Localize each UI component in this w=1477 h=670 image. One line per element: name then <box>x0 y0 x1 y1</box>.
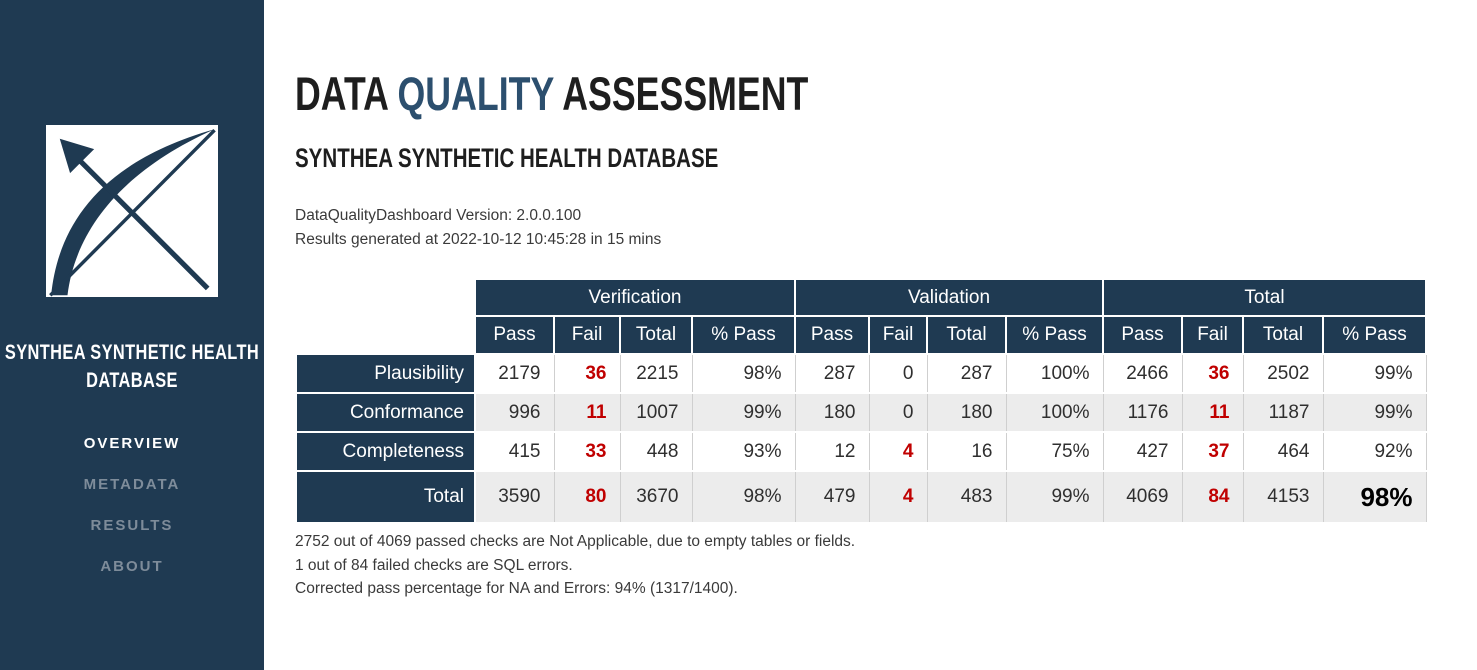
verification-pass-cell: 3590 <box>474 470 555 524</box>
validation-pct-cell: 100% <box>1005 353 1104 394</box>
validation-total-cell: 483 <box>926 470 1007 524</box>
total-fail-cell: 37 <box>1181 431 1244 472</box>
total-fail-cell: 84 <box>1181 470 1244 524</box>
bow-arrow-logo <box>44 125 220 297</box>
sub-header-total-fail: Fail <box>1181 315 1244 355</box>
row-label: Total <box>295 470 476 524</box>
validation-total-cell: 16 <box>926 431 1007 472</box>
sub-header-validation-total: Total <box>926 315 1007 355</box>
verification-pct-cell: 93% <box>691 431 796 472</box>
row-label: Plausibility <box>295 353 476 394</box>
summary-table: Verification Validation Total Pass Fail Total… <box>295 278 1427 524</box>
sub-header-verification-total: Total <box>619 315 693 355</box>
total-fail-cell: 11 <box>1181 392 1244 433</box>
verification-pass-cell: 415 <box>474 431 555 472</box>
verification-pct-cell: 98% <box>691 470 796 524</box>
verification-fail-cell: 11 <box>553 392 621 433</box>
sub-header-total-total: Total <box>1242 315 1324 355</box>
total-pass-cell: 427 <box>1102 431 1183 472</box>
database-subtitle: SYNTHEA SYNTHETIC HEALTH DATABASE <box>295 143 1477 174</box>
total-fail-cell: 36 <box>1181 353 1244 394</box>
row-label: Completeness <box>295 431 476 472</box>
validation-pass-cell: 287 <box>794 353 870 394</box>
validation-pct-cell: 99% <box>1005 470 1104 524</box>
database-subtitle-text: SYNTHEA SYNTHETIC HEALTH DATABASE <box>295 143 719 173</box>
validation-total-cell: 287 <box>926 353 1007 394</box>
validation-pct-cell: 100% <box>1005 392 1104 433</box>
sidebar-item-metadata[interactable]: METADATA <box>83 476 181 493</box>
meta-block: DataQualityDashboard Version: 2.0.0.100 … <box>295 204 1477 252</box>
note-line-2: 1 out of 84 failed checks are SQL errors… <box>295 556 573 574</box>
verification-pct-cell: 98% <box>691 353 796 394</box>
verification-total-cell: 3670 <box>619 470 693 524</box>
validation-pct-cell: 75% <box>1005 431 1104 472</box>
page-title-data: DATA <box>295 67 398 120</box>
total-pct-cell: 98% <box>1322 470 1427 524</box>
page-title-assessment: ASSESSMENT <box>553 67 809 120</box>
sidebar-database-title: SYNTHEA SYNTHETIC HEALTH DATABASE <box>0 339 264 395</box>
summary-table-head: Verification Validation Total Pass Fail Total… <box>296 278 1427 355</box>
sub-header-verification-fail: Fail <box>553 315 621 355</box>
verification-fail-cell: 33 <box>553 431 621 472</box>
total-total-cell: 464 <box>1242 431 1324 472</box>
table-row-conformance: Conformance 996 11 1007 99% 180 0 180 100% 1176 11… <box>295 392 1427 433</box>
group-header-validation: Validation <box>794 278 1104 317</box>
verification-pass-cell: 2179 <box>474 353 555 394</box>
sidebar-item-about[interactable]: ABOUT <box>100 558 164 575</box>
group-header-total: Total <box>1102 278 1427 317</box>
validation-fail-cell: 4 <box>868 470 928 524</box>
validation-pass-cell: 479 <box>794 470 870 524</box>
total-total-cell: 4153 <box>1242 470 1324 524</box>
page-title-quality: QUALITY <box>397 67 554 120</box>
table-row-total: Total 3590 80 3670 98% 479 4 483 99% 4069 84 4153 98… <box>295 470 1427 524</box>
generated-line: Results generated at 2022-10-12 10:45:28… <box>295 231 662 248</box>
bow-arrow-logo-svg <box>46 125 218 297</box>
validation-fail-cell: 0 <box>868 353 928 394</box>
version-line: DataQualityDashboard Version: 2.0.0.100 <box>295 207 582 224</box>
total-total-cell: 1187 <box>1242 392 1324 433</box>
total-pct-cell: 99% <box>1322 392 1427 433</box>
verification-total-cell: 448 <box>619 431 693 472</box>
note-line-1: 2752 out of 4069 passed checks are Not A… <box>295 533 856 550</box>
verification-pct-cell: 99% <box>691 392 796 433</box>
header-spacer <box>296 279 475 354</box>
table-row-plausibility: Plausibility 2179 36 2215 98% 287 0 287 100% 2466… <box>295 353 1427 394</box>
verification-fail-cell: 80 <box>553 470 621 524</box>
sub-header-validation-pass: % Pass <box>1005 315 1104 355</box>
total-pct-cell: 92% <box>1322 431 1427 472</box>
total-pct-cell: 99% <box>1322 353 1427 394</box>
sub-header-total-pass: Pass <box>1102 315 1183 355</box>
sub-header-verification-pass: Pass <box>474 315 555 355</box>
total-pass-cell: 1176 <box>1102 392 1183 433</box>
verification-total-cell: 2215 <box>619 353 693 394</box>
validation-fail-cell: 4 <box>868 431 928 472</box>
notes-block: 2752 out of 4069 passed checks are Not A… <box>295 530 1477 601</box>
sub-header-validation-pass: Pass <box>794 315 870 355</box>
sidebar-nav: OVERVIEW METADATA RESULTS ABOUT <box>84 411 181 575</box>
sidebar: SYNTHEA SYNTHETIC HEALTH DATABASE OVERVI… <box>0 0 264 670</box>
summary-table-body: Plausibility 2179 36 2215 98% 287 0 287 100% 2466… <box>295 353 1427 524</box>
sub-header-verification-pass: % Pass <box>691 315 796 355</box>
validation-pass-cell: 180 <box>794 392 870 433</box>
main-content: DATA QUALITY ASSESSMENT SYNTHEA SYNTHETI… <box>264 0 1477 670</box>
sidebar-database-title-text: SYNTHEA SYNTHETIC HEALTH DATABASE <box>4 341 260 392</box>
page-title: DATA QUALITY ASSESSMENT <box>295 66 1477 121</box>
table-row-completeness: Completeness 415 33 448 93% 12 4 16 75% 427 37 464 9… <box>295 431 1427 472</box>
total-pass-cell: 2466 <box>1102 353 1183 394</box>
validation-fail-cell: 0 <box>868 392 928 433</box>
note-line-3: Corrected pass percentage for NA and Err… <box>295 580 738 597</box>
verification-total-cell: 1007 <box>619 392 693 433</box>
row-label: Conformance <box>295 392 476 433</box>
total-pass-cell: 4069 <box>1102 470 1183 524</box>
sidebar-item-overview[interactable]: OVERVIEW <box>83 435 181 452</box>
validation-pass-cell: 12 <box>794 431 870 472</box>
validation-total-cell: 180 <box>926 392 1007 433</box>
sub-header-total-pass: % Pass <box>1322 315 1427 355</box>
verification-pass-cell: 996 <box>474 392 555 433</box>
group-header-verification: Verification <box>474 278 796 317</box>
sidebar-item-results[interactable]: RESULTS <box>90 517 174 534</box>
sub-header-validation-fail: Fail <box>868 315 928 355</box>
total-total-cell: 2502 <box>1242 353 1324 394</box>
verification-fail-cell: 36 <box>553 353 621 394</box>
